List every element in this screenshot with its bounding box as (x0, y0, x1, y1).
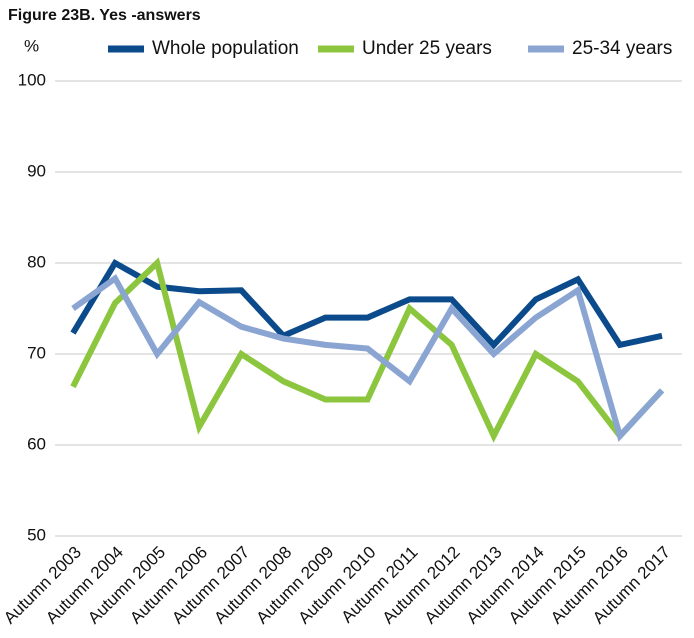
legend-label: Under 25 years (362, 38, 492, 59)
series-line (70, 257, 665, 443)
series-line (70, 258, 663, 350)
y-tick-label: 90 (27, 161, 46, 180)
series-line (71, 274, 665, 442)
y-tick-label: 80 (27, 252, 46, 271)
legend-label: 25-34 years (572, 38, 672, 59)
chart-title: Figure 23B. Yes -answers (8, 7, 201, 24)
y-tick-label: 60 (27, 434, 46, 453)
y-tick-label: 100 (18, 70, 46, 89)
y-tick-label: 50 (27, 525, 46, 544)
legend-label: Whole population (152, 38, 299, 59)
y-axis-label: % (24, 36, 39, 55)
y-tick-label: 70 (27, 343, 46, 362)
